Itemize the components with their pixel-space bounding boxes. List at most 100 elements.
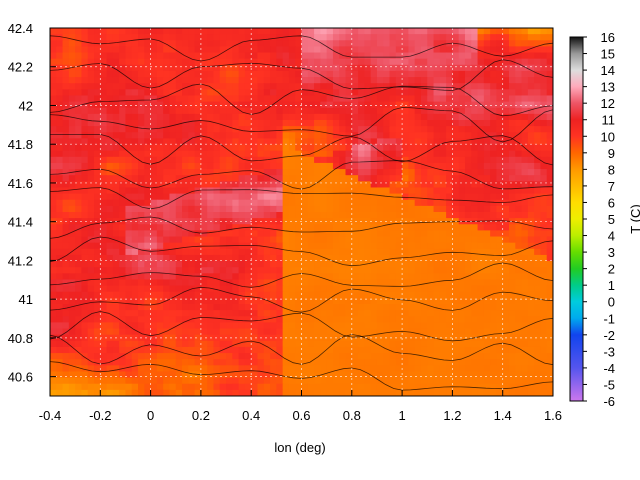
heat-cell xyxy=(427,236,435,244)
heat-cell xyxy=(446,126,453,133)
heat-cell xyxy=(395,224,403,231)
heat-cell xyxy=(188,340,196,348)
heat-cell xyxy=(100,328,108,336)
heat-cell xyxy=(376,95,384,103)
heat-cell xyxy=(282,46,290,54)
heat-cell xyxy=(395,353,403,360)
heat-cell xyxy=(150,120,158,127)
heat-cell xyxy=(370,95,378,103)
heat-cell xyxy=(358,365,365,373)
heat-cell xyxy=(490,83,498,90)
heat-cell xyxy=(521,224,529,231)
heat-cell xyxy=(238,150,246,158)
heat-cell xyxy=(521,150,529,158)
heat-cell xyxy=(320,340,328,348)
heat-cell xyxy=(408,254,416,262)
heat-cell xyxy=(320,169,328,176)
heat-cell xyxy=(376,328,384,336)
heat-cell xyxy=(345,120,353,127)
heat-cell xyxy=(100,187,108,195)
heat-cell xyxy=(508,83,516,90)
heat-cell xyxy=(119,383,127,391)
heat-cell xyxy=(332,52,340,60)
heat-cell xyxy=(314,359,321,366)
heat-cell xyxy=(188,297,196,305)
heat-cell xyxy=(490,162,498,170)
heat-cell xyxy=(439,328,447,336)
heat-cell xyxy=(194,389,202,396)
heat-cell xyxy=(194,58,202,66)
heat-cell xyxy=(112,113,120,121)
heat-cell xyxy=(257,254,265,262)
heat-cell xyxy=(314,95,321,103)
heat-cell xyxy=(282,377,290,385)
heat-cell xyxy=(150,126,158,133)
heat-cell xyxy=(464,346,472,354)
heat-cell xyxy=(150,340,158,348)
heat-cell xyxy=(427,359,435,366)
heat-cell xyxy=(496,138,504,146)
heat-cell xyxy=(332,46,340,54)
y-tick-label: 40.6 xyxy=(8,370,33,385)
heat-cell xyxy=(295,169,303,176)
heat-cell xyxy=(276,113,284,121)
heat-cell xyxy=(314,175,321,182)
heat-cell xyxy=(534,83,542,90)
heat-cell xyxy=(244,205,252,213)
heat-cell xyxy=(490,242,498,250)
heat-cell xyxy=(408,162,416,170)
heat-cell xyxy=(144,113,152,121)
heat-cell xyxy=(207,64,215,72)
heat-cell xyxy=(351,169,359,176)
heat-cell xyxy=(87,273,95,281)
heat-cell xyxy=(490,285,498,293)
heat-cell xyxy=(175,248,183,256)
heat-cell xyxy=(244,58,252,66)
heat-cell xyxy=(182,175,189,182)
heat-cell xyxy=(94,328,101,336)
heat-cell xyxy=(314,77,321,84)
heat-cell xyxy=(68,70,76,78)
heat-cell xyxy=(389,291,397,299)
heat-cell xyxy=(163,359,171,366)
heat-cell xyxy=(169,70,177,78)
heat-cell xyxy=(427,193,435,201)
heat-cell xyxy=(200,120,208,127)
heat-cell xyxy=(402,273,409,281)
heat-cell xyxy=(464,132,472,139)
heat-cell xyxy=(339,224,347,231)
heat-cell xyxy=(358,175,365,182)
heat-cell xyxy=(144,126,152,133)
heat-cell xyxy=(502,144,510,152)
heat-cell xyxy=(471,291,479,299)
heat-cell xyxy=(213,261,221,268)
heat-cell xyxy=(175,365,183,373)
heat-cell xyxy=(427,101,435,109)
heat-cell xyxy=(439,389,447,396)
heat-cell xyxy=(169,304,177,311)
heat-cell xyxy=(314,254,321,262)
heat-cell xyxy=(320,126,328,133)
heat-cell xyxy=(119,371,127,379)
heat-cell xyxy=(414,297,422,305)
heat-cell xyxy=(521,101,529,109)
heat-cell xyxy=(62,95,70,103)
heat-cell xyxy=(471,193,479,201)
heat-cell xyxy=(540,138,548,146)
heat-cell xyxy=(238,101,246,109)
heat-cell xyxy=(263,383,271,391)
heat-cell xyxy=(194,107,202,115)
heat-cell xyxy=(351,77,359,84)
heat-cell xyxy=(439,205,447,213)
heat-cell xyxy=(200,224,208,231)
heat-cell xyxy=(263,40,271,47)
heat-cell xyxy=(251,254,259,262)
heat-cell xyxy=(276,224,284,231)
heat-cell xyxy=(370,107,378,115)
heat-cell xyxy=(376,242,384,250)
heat-cell xyxy=(389,279,397,287)
heat-cell xyxy=(490,89,498,97)
heat-cell xyxy=(87,285,95,293)
heat-cell xyxy=(200,359,208,366)
heat-cell xyxy=(219,52,227,60)
